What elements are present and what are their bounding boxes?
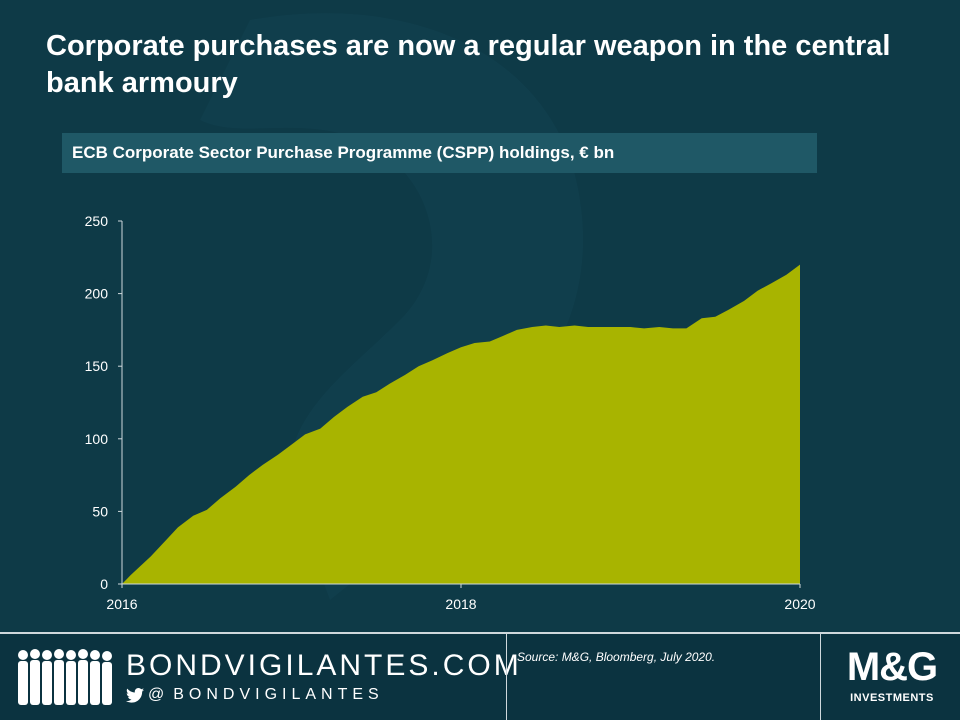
twitter-handle: BONDVIGILANTES [173, 686, 384, 703]
team-silhouettes-icon [18, 649, 112, 705]
source-note: Source: M&G, Bloomberg, July 2020. [517, 650, 716, 664]
y-tick-label: 200 [85, 286, 109, 302]
logo-text: M&G [846, 645, 938, 689]
chart-subtitle: ECB Corporate Sector Purchase Programme … [72, 143, 615, 162]
cspp-holdings-chart: 0 50 100 150 200 250 2016 2018 2020 [85, 213, 816, 612]
logo-subtext: INVESTMENTS [850, 692, 934, 704]
page-title: Corporate purchases are now a regular we… [46, 30, 891, 99]
x-tick-label: 2020 [784, 596, 815, 612]
twitter-icon [126, 687, 144, 703]
mg-logo: M&G INVESTMENTS [836, 644, 948, 712]
y-tick-label: 0 [100, 576, 108, 592]
footer: BONDVIGILANTES.COM @ BONDVIGILANTES Sour… [0, 632, 960, 720]
footer-divider [506, 634, 507, 720]
twitter-handle-row[interactable]: @ BONDVIGILANTES [126, 686, 384, 704]
handle-prefix: @ [148, 686, 170, 703]
footer-divider [820, 634, 821, 720]
x-tick-label: 2016 [106, 596, 137, 612]
y-tick-label: 250 [85, 213, 109, 229]
y-tick-label: 50 [92, 503, 108, 519]
brand-name: BONDVIGILANTES.COM [126, 649, 522, 682]
y-tick-label: 100 [85, 431, 109, 447]
y-tick-label: 150 [85, 358, 109, 374]
chart-subtitle-bar: ECB Corporate Sector Purchase Programme … [62, 133, 817, 173]
cspp-holdings-area [122, 264, 800, 584]
x-tick-label: 2018 [445, 596, 476, 612]
